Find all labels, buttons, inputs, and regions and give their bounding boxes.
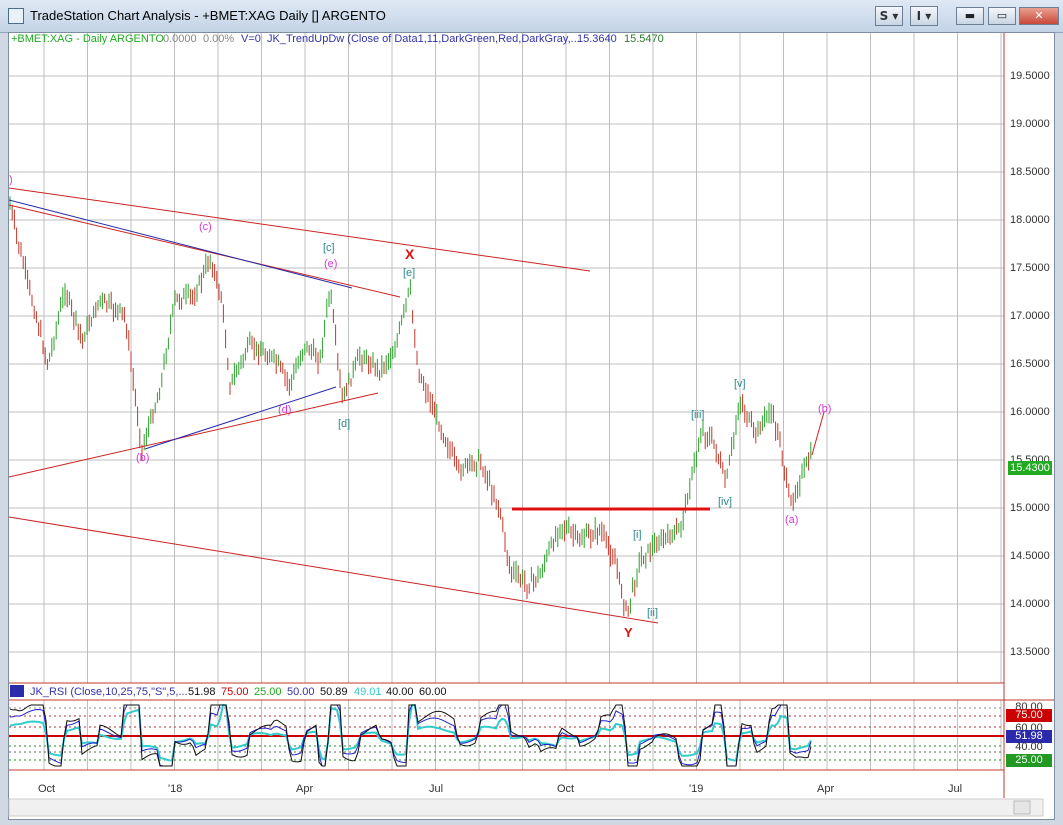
wave-label-v: [v] (734, 378, 746, 390)
maximize-button[interactable]: ▭ (988, 7, 1016, 25)
rsi-value: 49.01 (354, 686, 382, 698)
price-tick: 19.5000 (1010, 70, 1050, 82)
rsi-value: 51.98 (188, 686, 216, 698)
wave-label-a: (a) (785, 514, 799, 526)
price-tick: 14.5000 (1010, 550, 1050, 562)
wave-label-ii: [ii] (647, 607, 658, 619)
rsi-value: 40.00 (386, 686, 414, 698)
rsi-tick-25: 25.00 (1006, 754, 1052, 767)
change-value: 0.0000 (163, 33, 197, 45)
rsi-value: 50.00 (287, 686, 315, 698)
wave-label-c-bracket: [c] (323, 242, 335, 254)
wave-label-e: (e) (324, 258, 338, 270)
wave-label-d-bracket: [d] (338, 418, 351, 430)
window-title: TradeStation Chart Analysis - +BMET:XAG … (30, 8, 386, 23)
time-tick: Apr (817, 783, 835, 795)
price-tick: 15.0000 (1010, 502, 1050, 514)
rsi-value: 60.00 (419, 686, 447, 698)
time-tick: Jul (948, 783, 963, 795)
rsi-icon (10, 685, 24, 697)
wave-label-iii: [iii] (691, 409, 705, 421)
indicator-value-2: 15.5470 (624, 33, 664, 45)
wave-label-c: (c) (199, 221, 212, 233)
wave-label-y: Y (624, 625, 633, 640)
price-tick: 13.5000 (1010, 646, 1050, 658)
symbol-label: +BMET:XAG - Daily ARGENTO (11, 33, 164, 45)
wave-label-iv: [iv] (718, 496, 733, 508)
rsi-value: 75.00 (221, 686, 249, 698)
price-tick: 18.5000 (1010, 166, 1050, 178)
volume-label: V=0 (241, 33, 261, 45)
time-tick: Jul (429, 783, 444, 795)
time-tick: Oct (38, 783, 56, 795)
price-tick: 17.0000 (1010, 310, 1050, 322)
wave-label-e-bracket: [e] (403, 267, 416, 279)
s-menu-button[interactable]: S ▾ (875, 6, 903, 26)
app-icon (8, 8, 24, 24)
time-tick: '19 (689, 783, 704, 795)
price-tick: 18.0000 (1010, 214, 1050, 226)
wave-label-b: (b) (136, 452, 150, 464)
time-tick: Oct (557, 783, 575, 795)
rsi-indicator-label: JK_RSI (Close,10,25,75,"S",5,... (30, 686, 188, 698)
title-bar: TradeStation Chart Analysis - +BMET:XAG … (0, 0, 1063, 33)
rsi-tick-75: 75.00 (1006, 709, 1052, 722)
rsi-value: 50.89 (320, 686, 348, 698)
rsi-current-tag: 51.98 (1006, 730, 1052, 743)
rsi-value: 25.00 (254, 686, 282, 698)
current-price-tag: 15.4300 (1008, 461, 1052, 475)
price-tick: 14.0000 (1010, 598, 1050, 610)
close-button[interactable]: ✕ (1019, 7, 1059, 25)
i-menu-button[interactable]: I ▾ (910, 6, 938, 26)
wave-label: ) (9, 174, 13, 186)
wave-label-i: [i] (633, 529, 642, 541)
indicator-value-1: 15.3640 (577, 33, 617, 45)
wave-label-b-right: (b) (818, 403, 832, 415)
time-tick: Apr (296, 783, 314, 795)
minimize-button[interactable]: ▬ (956, 7, 984, 25)
price-tick: 19.0000 (1010, 118, 1050, 130)
wave-label-x: X (405, 246, 415, 262)
rsi-tick-40: 40.00 (1015, 741, 1043, 753)
indicator-label: JK_TrendUpDw (Close of Data1,11,DarkGree… (267, 33, 580, 45)
price-tick: 17.5000 (1010, 262, 1050, 274)
price-tick: 16.5000 (1010, 358, 1050, 370)
price-tick: 16.0000 (1010, 406, 1050, 418)
change-pct: 0.00% (203, 33, 235, 45)
time-tick: '18 (168, 783, 183, 795)
wave-label-d: (d) (278, 404, 292, 416)
